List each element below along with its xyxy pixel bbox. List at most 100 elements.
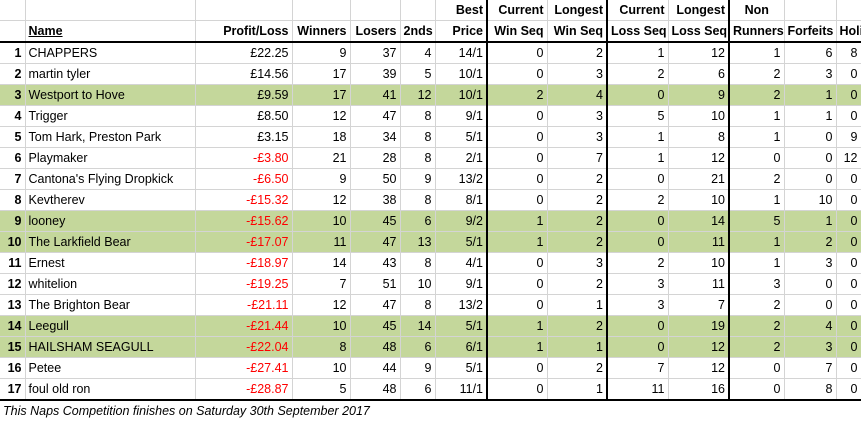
seconds-cell: 5	[400, 63, 436, 85]
current-loss-seq-cell: 2	[607, 252, 669, 274]
profit-loss-cell: -£15.62	[195, 210, 293, 232]
rank-cell: 14	[0, 315, 26, 337]
seconds-cell: 10	[400, 273, 436, 295]
holiday-header: Holiday	[836, 20, 861, 43]
holiday-cell: 0	[836, 168, 861, 190]
longest-win-seq-header-bottom: Win Seq	[547, 20, 608, 43]
best-price-cell: 5/1	[435, 315, 488, 337]
name-cell: HAILSHAM SEAGULL	[25, 336, 196, 358]
table-row: 16 Petee -£27.41 10 44 9 5/1 0 2 7 12 0 7 0	[0, 357, 861, 379]
forfeits-cell: 4	[784, 315, 837, 337]
current-win-seq-cell: 0	[486, 252, 548, 274]
table-row: 13 The Brighton Bear -£21.11 12 47 8 13/2 0 1 3 7 2…	[0, 294, 861, 316]
winners-header: Winners	[292, 20, 351, 43]
current-loss-seq-cell: 3	[607, 294, 669, 316]
name-cell: The Larkfield Bear	[25, 231, 196, 253]
winners-cell: 10	[292, 315, 351, 337]
longest-loss-seq-cell: 9	[668, 84, 730, 106]
best-price-cell: 9/1	[435, 273, 488, 295]
forfeits-cell: 6	[784, 42, 837, 64]
longest-loss-seq-header-bottom: Loss Seq	[668, 20, 730, 43]
longest-loss-seq-cell: 12	[668, 147, 730, 169]
longest-win-seq-cell: 2	[547, 231, 608, 253]
non-runners-cell: 2	[729, 168, 785, 190]
losers-cell: 34	[350, 126, 401, 148]
current-loss-seq-cell: 0	[607, 231, 669, 253]
best-price-cell: 13/2	[435, 168, 488, 190]
current-loss-seq-cell: 0	[607, 168, 669, 190]
longest-loss-seq-cell: 12	[668, 357, 730, 379]
holiday-cell: 0	[836, 210, 861, 232]
best-price-cell: 9/2	[435, 210, 488, 232]
profit-loss-cell: -£15.32	[195, 189, 293, 211]
longest-win-seq-cell: 3	[547, 63, 608, 85]
forfeits-cell: 0	[784, 294, 837, 316]
winners-cell: 11	[292, 231, 351, 253]
holiday-cell: 0	[836, 84, 861, 106]
current-loss-seq-cell: 1	[607, 147, 669, 169]
holiday-cell: 0	[836, 315, 861, 337]
best-price-cell: 5/1	[435, 126, 488, 148]
longest-win-seq-cell: 4	[547, 84, 608, 106]
table-row: 2 martin tyler £14.56 17 39 5 10/1 0 3 2 6 2 3 0	[0, 63, 861, 85]
rank-cell: 15	[0, 336, 26, 358]
table-row: 9 looney -£15.62 10 45 6 9/2 1 2 0 14 5 1 0	[0, 210, 861, 232]
non-runners-header-top: Non	[729, 0, 785, 21]
header-row-2: Name Profit/Loss Winners Losers 2nds Pri…	[0, 20, 861, 43]
forfeits-cell: 3	[784, 63, 837, 85]
current-loss-seq-cell: 0	[607, 84, 669, 106]
current-loss-seq-cell: 3	[607, 273, 669, 295]
losers-cell: 41	[350, 84, 401, 106]
holiday-cell: 9	[836, 126, 861, 148]
losers-cell: 50	[350, 168, 401, 190]
profit-loss-cell: £14.56	[195, 63, 293, 85]
current-win-seq-cell: 1	[486, 231, 548, 253]
name-cell: Ernest	[25, 252, 196, 274]
rank-cell: 7	[0, 168, 26, 190]
holiday-cell: 0	[836, 273, 861, 295]
table-row: 8 Kevtherev -£15.32 12 38 8 8/1 0 2 2 10 1 10 0	[0, 189, 861, 211]
longest-loss-seq-header-top: Longest	[668, 0, 730, 21]
longest-win-seq-cell: 2	[547, 273, 608, 295]
forfeits-cell: 3	[784, 336, 837, 358]
longest-win-seq-cell: 2	[547, 189, 608, 211]
forfeits-cell: 0	[784, 147, 837, 169]
seconds-cell: 6	[400, 378, 436, 401]
longest-loss-seq-cell: 11	[668, 231, 730, 253]
non-runners-cell: 2	[729, 315, 785, 337]
seconds-cell: 8	[400, 294, 436, 316]
winners-cell: 10	[292, 210, 351, 232]
current-win-seq-cell: 0	[486, 357, 548, 379]
best-price-cell: 8/1	[435, 189, 488, 211]
rank-cell: 2	[0, 63, 26, 85]
table-row: 5 Tom Hark, Preston Park £3.15 18 34 8 5/1 0 3 1 8…	[0, 126, 861, 148]
forfeits-cell: 2	[784, 231, 837, 253]
holiday-cell: 0	[836, 189, 861, 211]
current-win-seq-cell: 0	[486, 294, 548, 316]
forfeits-cell: 3	[784, 252, 837, 274]
current-win-seq-cell: 0	[486, 168, 548, 190]
non-runners-cell: 2	[729, 63, 785, 85]
longest-win-seq-cell: 2	[547, 357, 608, 379]
current-loss-seq-header-top: Current	[607, 0, 669, 21]
seconds-cell: 6	[400, 336, 436, 358]
holiday-cell: 0	[836, 252, 861, 274]
longest-loss-seq-cell: 16	[668, 378, 730, 401]
current-loss-seq-cell: 0	[607, 210, 669, 232]
name-cell: CHAPPERS	[25, 42, 196, 64]
best-price-cell: 4/1	[435, 252, 488, 274]
losers-cell: 45	[350, 315, 401, 337]
seconds-cell: 8	[400, 189, 436, 211]
profit-loss-header: Profit/Loss	[195, 20, 293, 43]
name-cell: Tom Hark, Preston Park	[25, 126, 196, 148]
forfeits-cell: 1	[784, 84, 837, 106]
losers-cell: 47	[350, 231, 401, 253]
losers-header: Losers	[350, 20, 401, 43]
seconds-cell: 14	[400, 315, 436, 337]
best-price-cell: 10/1	[435, 63, 488, 85]
losers-cell: 47	[350, 105, 401, 127]
forfeits-cell: 10	[784, 189, 837, 211]
non-runners-cell: 2	[729, 84, 785, 106]
holiday-cell: 0	[836, 294, 861, 316]
winners-cell: 21	[292, 147, 351, 169]
